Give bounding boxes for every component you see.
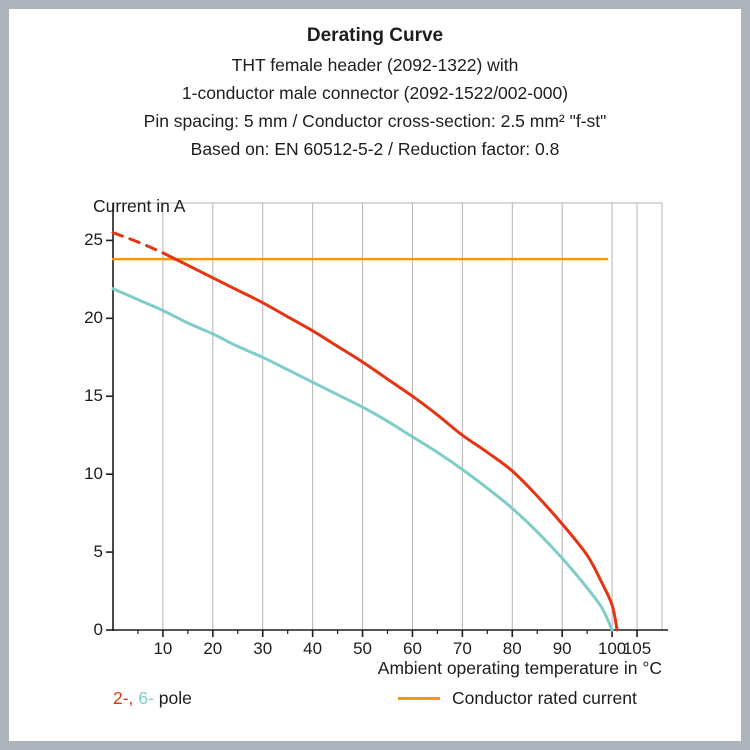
y-axis-title: Current in A <box>93 196 186 216</box>
x-tick-label: 100 <box>597 639 627 658</box>
legend-pole-suffix: pole <box>158 688 192 708</box>
y-tick-label: 15 <box>84 386 103 406</box>
y-tick-label: 10 <box>84 464 103 484</box>
x-tick-label: 50 <box>353 639 372 658</box>
series-2-pole-derating-extrapolated- <box>111 231 165 255</box>
x-tick-label: 20 <box>203 639 223 658</box>
series-6-pole-derating <box>111 287 614 632</box>
x-tick-label: 90 <box>552 639 572 658</box>
x-tick-label: 30 <box>253 639 273 658</box>
y-tick-label: 20 <box>84 308 103 328</box>
chart-subtitle-1: THT female header (2092-1322) with <box>231 55 519 75</box>
legend-rated-current: Conductor rated current <box>398 688 637 709</box>
y-tick-label: 25 <box>84 230 103 250</box>
legend-rated-label: Conductor rated current <box>452 688 637 708</box>
y-tick-label: 5 <box>93 542 103 562</box>
chart-header: Derating Curve THT female header (2092-1… <box>0 22 750 163</box>
chart-subtitle-4: Based on: EN 60512-5-2 / Reduction facto… <box>190 139 560 159</box>
x-tick-label: 40 <box>303 639 323 658</box>
x-tick-label: 10 <box>153 639 173 658</box>
page-background <box>9 9 741 741</box>
chart-subtitle-3: Pin spacing: 5 mm / Conductor cross-sect… <box>143 111 607 131</box>
series-2-pole-derating <box>161 251 619 632</box>
y-tick-label: 0 <box>93 620 103 639</box>
chart-title: Derating Curve <box>306 25 444 46</box>
chart-subtitle-2: 1-conductor male connector (2092-1522/00… <box>181 83 569 103</box>
x-tick-label: 105 <box>622 639 652 658</box>
x-tick-label: 70 <box>452 639 472 658</box>
rated-current-line-icon <box>398 697 440 700</box>
x-axis-title: Ambient operating temperature in °C <box>377 658 662 678</box>
x-tick-label: 80 <box>502 639 522 658</box>
legend-2-pole-label: 2-, <box>113 688 134 708</box>
legend-6-pole-label: 6- <box>138 688 154 708</box>
x-tick-label: 60 <box>402 639 422 658</box>
legend-poles: 2-, 6- pole <box>113 688 192 709</box>
